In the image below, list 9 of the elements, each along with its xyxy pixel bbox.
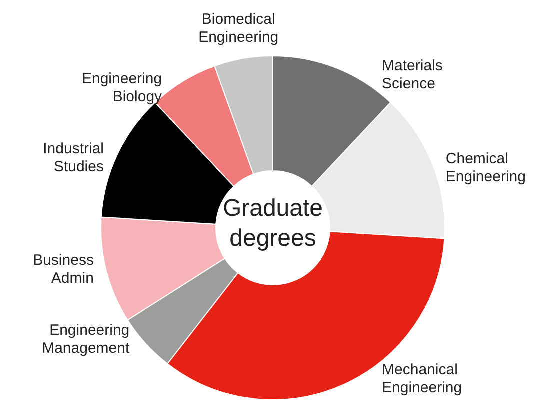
slice-label: Materials Science (382, 58, 443, 93)
slice-label: Engineering Management (42, 322, 130, 358)
slice-label: Engineering Biology (82, 70, 163, 106)
slice-label: Mechanical Engineering (382, 361, 462, 396)
slice-label: Biomedical Engineering (198, 11, 279, 46)
slice-label: Industrial Studies (43, 140, 104, 176)
text: Graduate degrees (222, 195, 324, 252)
slice-label: Chemical Engineering (446, 150, 526, 186)
slice-label: Business Admin (33, 252, 94, 288)
